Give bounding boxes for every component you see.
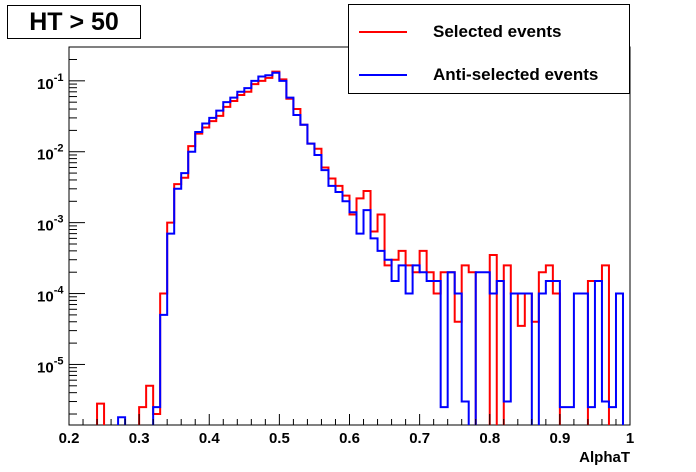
legend: Selected events Anti-selected events bbox=[348, 4, 630, 94]
y-tick-label: 10-1 bbox=[37, 72, 63, 93]
chart-title: HT > 50 bbox=[7, 5, 141, 39]
legend-swatch-selected bbox=[359, 31, 407, 33]
x-tick-label: 0.4 bbox=[199, 430, 221, 447]
x-tick-label: 0.3 bbox=[129, 430, 150, 447]
x-tick-label: 0.9 bbox=[549, 430, 570, 447]
x-tick-label: 0.5 bbox=[269, 430, 290, 447]
x-tick-label: 0.8 bbox=[479, 430, 500, 447]
legend-entry-selected: Selected events bbox=[349, 20, 562, 44]
x-tick-label: 1 bbox=[626, 430, 634, 447]
x-tick-label: 0.2 bbox=[59, 430, 80, 447]
legend-swatch-anti-selected bbox=[359, 74, 407, 76]
y-tick-label: 10-3 bbox=[37, 214, 63, 235]
plot-frame bbox=[68, 46, 631, 426]
legend-label-selected: Selected events bbox=[433, 22, 562, 41]
y-tick-label: 10-5 bbox=[37, 355, 63, 376]
x-tick-label: 0.6 bbox=[339, 430, 360, 447]
x-tick-label: 0.7 bbox=[409, 430, 430, 447]
y-tick-label: 10-2 bbox=[37, 143, 63, 164]
legend-label-anti-selected: Anti-selected events bbox=[433, 65, 599, 84]
series-anti-selected-histogram bbox=[117, 71, 624, 425]
legend-entry-anti-selected: Anti-selected events bbox=[349, 63, 598, 87]
y-tick-label: 10-4 bbox=[37, 285, 64, 306]
x-axis-title: AlphaT bbox=[579, 449, 630, 466]
